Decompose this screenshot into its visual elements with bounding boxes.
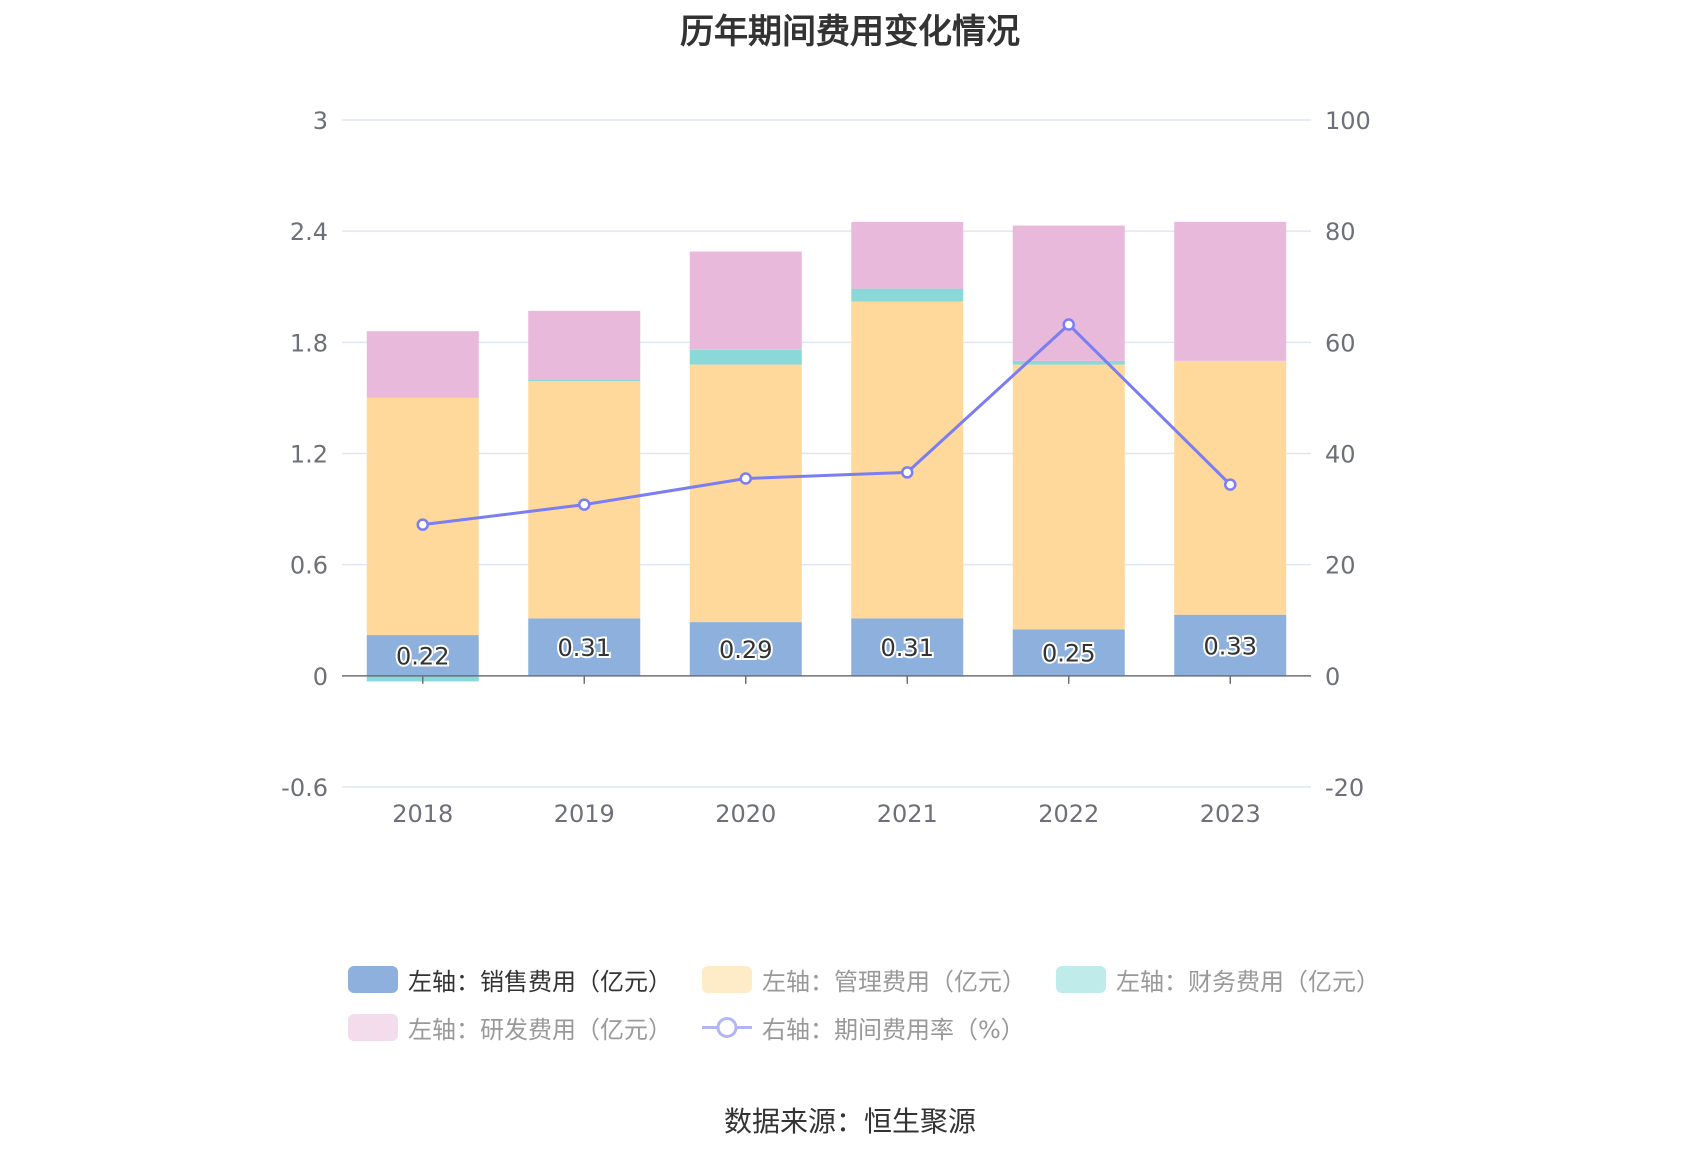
expense-rate-line	[422, 322, 1232, 527]
grid-layer	[342, 119, 1311, 788]
bar-segment	[851, 301, 964, 619]
bar-segment	[528, 379, 641, 382]
legend-swatch-admin	[702, 965, 752, 993]
legend-item-rd[interactable]: 左轴：研发费用（亿元）	[348, 1010, 672, 1045]
chart-title: 历年期间费用变化情况	[680, 12, 1020, 52]
bar-segment	[528, 310, 641, 380]
y-right-tick-label: -20	[1325, 774, 1364, 802]
expense-rate-point	[1062, 318, 1075, 331]
bar-segment	[1012, 225, 1125, 361]
x-tick-label: 2019	[554, 800, 615, 828]
y-left-tick-label: 3	[313, 107, 328, 135]
expense-rate-point	[578, 498, 591, 511]
expense-rate-point	[416, 518, 429, 531]
bar-segment	[689, 251, 802, 350]
y-left-tick-label: 2.4	[290, 218, 328, 246]
bar-segment	[1174, 221, 1287, 361]
legend-label-rd: 左轴：研发费用（亿元）	[408, 1015, 672, 1044]
expense-rate-point	[1224, 478, 1237, 491]
x-tick-label: 2021	[877, 800, 938, 828]
x-tick-label: 2023	[1200, 800, 1261, 828]
bar-data-label: 0.33	[1204, 632, 1257, 660]
y-right-tick-label: 0	[1325, 663, 1340, 691]
x-tick-label: 2020	[715, 800, 776, 828]
legend-swatch-finance	[1056, 965, 1106, 993]
expense-rate-point	[901, 466, 914, 479]
legend-swatch-expense-rate	[702, 1016, 752, 1038]
x-tick-label: 2022	[1038, 800, 1099, 828]
legend-label-sales: 左轴：销售费用（亿元）	[408, 967, 672, 996]
bar-data-label: 0.31	[558, 634, 611, 662]
y-left-tick-label: 0	[313, 663, 328, 691]
y-right-tick-label: 60	[1325, 329, 1356, 357]
bar-segment	[1012, 629, 1125, 676]
y-left-tick-label: 1.8	[290, 329, 328, 357]
bar-segment	[528, 618, 641, 676]
x-tick-label: 2018	[392, 800, 453, 828]
y-left-tick-label: 1.2	[290, 441, 328, 469]
y-right-tick-label: 40	[1325, 441, 1356, 469]
bar-segment	[1174, 614, 1287, 676]
label-layer: 0.22 0.31 0.29 0.31 0.25 0.33	[394, 630, 1259, 672]
bar-segment	[689, 622, 802, 676]
line-layer	[416, 318, 1237, 531]
bar-segment	[689, 364, 802, 623]
bar-segment	[851, 288, 964, 302]
bar-layer	[366, 221, 1287, 682]
data-source: 数据来源：恒生聚源	[723, 1105, 976, 1138]
bar-data-label: 0.25	[1042, 640, 1095, 668]
y-right-tick-label: 20	[1325, 552, 1356, 580]
legend-item-sales[interactable]: 左轴：销售费用（亿元）	[348, 962, 672, 997]
bar-segment	[689, 349, 802, 365]
legend-label-expense-rate: 右轴：期间费用率（%）	[762, 1015, 1025, 1044]
bar-segment	[851, 221, 964, 289]
legend-item-expense-rate[interactable]: 右轴：期间费用率（%）	[702, 1010, 1025, 1045]
expense-rate-point	[739, 472, 752, 485]
bar-segment	[366, 331, 479, 398]
axis-layer: 3 100 2.4 80 1.8 60 1.2 40 0.6 20 0 0 -0.6 -20 2018 201…	[281, 107, 1371, 828]
y-right-tick-label: 100	[1325, 107, 1371, 135]
legend-item-finance[interactable]: 左轴：财务费用（亿元）	[1056, 962, 1380, 997]
legend-label-finance: 左轴：财务费用（亿元）	[1116, 967, 1380, 996]
bar-segment	[1012, 364, 1125, 630]
legend-row: 左轴：销售费用（亿元） 左轴：管理费用（亿元） 左轴：财务费用（亿元）	[348, 955, 1428, 1003]
legend-item-admin[interactable]: 左轴：管理费用（亿元）	[702, 962, 1026, 997]
legend-swatch-rd	[348, 1013, 398, 1041]
bar-data-label: 0.29	[719, 636, 772, 664]
bar-data-label: 0.22	[396, 642, 449, 670]
y-left-tick-label: 0.6	[290, 552, 328, 580]
bar-data-label: 0.31	[881, 634, 934, 662]
legend: 左轴：销售费用（亿元） 左轴：管理费用（亿元） 左轴：财务费用（亿元） 左轴：研…	[348, 955, 1428, 1051]
legend-row: 左轴：研发费用（亿元） 右轴：期间费用率（%）	[348, 1003, 1428, 1051]
legend-swatch-sales	[348, 965, 398, 993]
bar-segment	[851, 618, 964, 676]
y-right-tick-label: 80	[1325, 218, 1356, 246]
bar-segment	[366, 397, 479, 636]
y-left-tick-label: -0.6	[281, 774, 328, 802]
bar-segment	[1012, 360, 1125, 365]
bar-segment	[366, 635, 479, 676]
legend-label-admin: 左轴：管理费用（亿元）	[762, 967, 1026, 996]
